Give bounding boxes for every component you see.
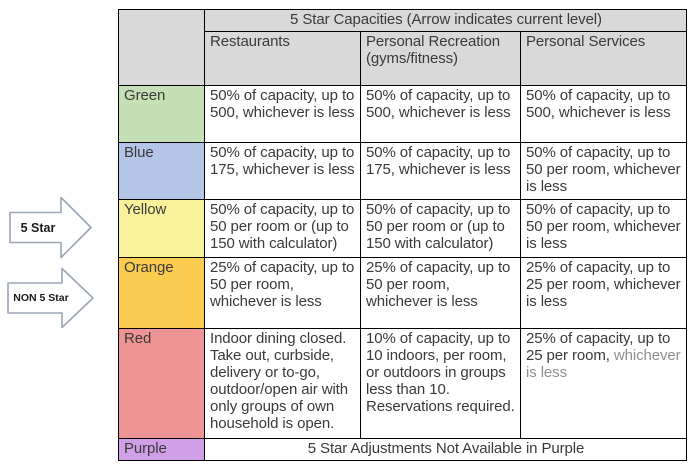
table-row-purple: Purple 5 Star Adjustments Not Available … bbox=[118, 438, 687, 461]
row-label-purple: Purple bbox=[118, 438, 205, 461]
non-five-star-arrow-label: NON 5 Star bbox=[13, 292, 69, 304]
cell-purple-merged: 5 Star Adjustments Not Available in Purp… bbox=[204, 438, 687, 461]
cell-green-recreation: 50% of capacity, up to 500, whichever is… bbox=[360, 85, 521, 143]
table-row-blue: Blue 50% of capacity, up to 175, whichev… bbox=[118, 142, 687, 200]
column-header-personal-recreation: Personal Recreation (gyms/fitness) bbox=[360, 31, 521, 86]
cell-yellow-recreation: 50% of capacity, up to 50 per room or (u… bbox=[360, 199, 521, 258]
column-header-restaurants: Restaurants bbox=[204, 31, 361, 86]
right-arrow-icon bbox=[7, 267, 94, 329]
row-label-green: Green bbox=[118, 85, 205, 143]
cell-red-services-text: 25% of capacity, up to 25 per room, bbox=[526, 330, 671, 364]
column-header-row: Restaurants Personal Recreation (gyms/fi… bbox=[119, 31, 687, 86]
column-header-personal-services: Personal Services bbox=[520, 31, 687, 86]
table-title: 5 Star Capacities (Arrow indicates curre… bbox=[204, 9, 687, 32]
cell-green-restaurants: 50% of capacity, up to 500, whichever is… bbox=[204, 85, 361, 143]
table-row-green: Green 50% of capacity, up to 500, whiche… bbox=[118, 85, 687, 143]
cell-orange-restaurants: 25% of capacity, up to 50 per room, whic… bbox=[204, 257, 361, 329]
cell-orange-recreation: 25% of capacity, up to 50 per room, whic… bbox=[360, 257, 521, 329]
cell-red-services-muted-text: whichever is less bbox=[526, 347, 681, 381]
five-star-arrow-label: 5 Star bbox=[20, 220, 56, 235]
cell-red-recreation: 10% of capacity, up to 10 indoors, per r… bbox=[360, 328, 521, 439]
row-label-blue: Blue bbox=[118, 142, 205, 200]
capacity-table: 5 Star Capacities (Arrow indicates curre… bbox=[118, 9, 687, 461]
row-label-orange: Orange bbox=[118, 257, 205, 329]
cell-orange-services: 25% of capacity, up to 25 per room, whic… bbox=[520, 257, 687, 329]
row-label-yellow: Yellow bbox=[118, 199, 205, 258]
cell-blue-services: 50% of capacity, up to 50 per room, whic… bbox=[520, 142, 687, 200]
right-arrow-icon bbox=[9, 196, 92, 259]
cell-red-services: 25% of capacity, up to 25 per room, whic… bbox=[520, 328, 687, 439]
five-star-arrow: 5 Star bbox=[9, 195, 93, 260]
table-row-red: Red Indoor dining closed. Take out, curb… bbox=[118, 328, 687, 439]
cell-blue-restaurants: 50% of capacity, up to 175, whichever is… bbox=[204, 142, 361, 200]
corner-cell bbox=[118, 9, 205, 86]
table-row-orange: Orange 25% of capacity, up to 50 per roo… bbox=[118, 257, 687, 329]
table-title-row: 5 Star Capacities (Arrow indicates curre… bbox=[118, 9, 687, 86]
cell-yellow-restaurants: 50% of capacity, up to 50 per room or (u… bbox=[204, 199, 361, 258]
cell-blue-recreation: 50% of capacity, up to 175, whichever is… bbox=[360, 142, 521, 200]
table-row-yellow: Yellow 50% of capacity, up to 50 per roo… bbox=[118, 199, 687, 258]
row-label-red: Red bbox=[118, 328, 205, 439]
non-five-star-arrow: NON 5 Star bbox=[7, 266, 95, 330]
cell-red-restaurants: Indoor dining closed. Take out, curbside… bbox=[204, 328, 361, 439]
cell-green-services: 50% of capacity, up to 500, whichever is… bbox=[520, 85, 687, 143]
cell-yellow-services: 50% of capacity, up to 50 per room, whic… bbox=[520, 199, 687, 258]
